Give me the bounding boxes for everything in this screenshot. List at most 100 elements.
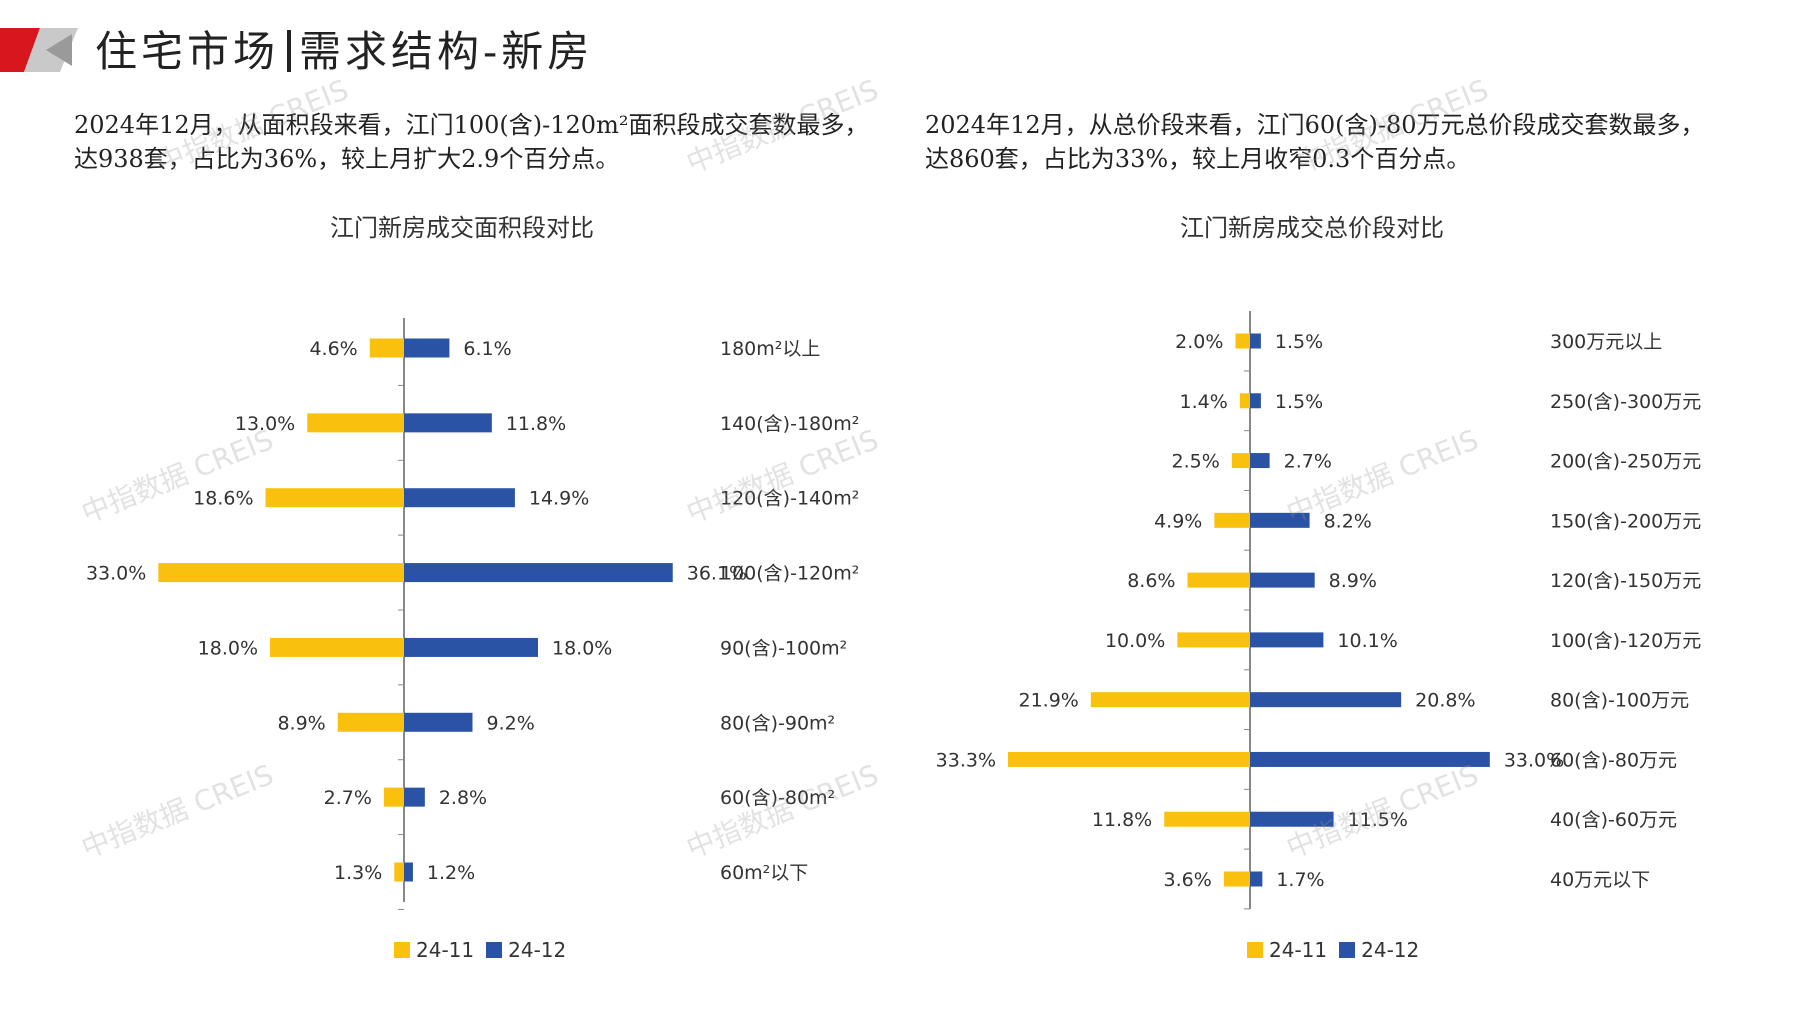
legend-label-prev: 24-11 bbox=[416, 938, 475, 962]
category-label: 100(含)-120m² bbox=[720, 563, 859, 585]
data-label-prev: 2.7% bbox=[324, 787, 372, 809]
data-label-curr: 11.5% bbox=[1348, 809, 1408, 831]
chart-area-segments: 4.6% 6.1% 180m²以上 13.0% 11.8% 140(含)-180m² 18.… bbox=[86, 318, 859, 910]
legend-label-curr: 24-12 bbox=[1361, 938, 1420, 962]
data-label-prev: 4.9% bbox=[1154, 510, 1202, 532]
data-label-curr: 33.0% bbox=[1504, 749, 1564, 771]
legend-swatch-curr bbox=[486, 942, 503, 958]
brand-logo-icon bbox=[0, 28, 78, 72]
bar-prev bbox=[369, 338, 404, 358]
category-label: 80(含)-100万元 bbox=[1550, 690, 1689, 712]
category-label: 40万元以下 bbox=[1550, 869, 1650, 891]
data-label-curr: 20.8% bbox=[1415, 690, 1475, 712]
bar-prev bbox=[383, 787, 404, 807]
summary-area: 2024年12月，从面积段来看，江门100(含)-120m²面积段成交套数最多，… bbox=[74, 111, 869, 173]
bar-prev bbox=[394, 862, 404, 882]
category-label: 120(含)-140m² bbox=[720, 488, 859, 510]
data-label-curr: 36.1% bbox=[687, 563, 747, 585]
data-label-curr: 6.1% bbox=[463, 338, 511, 360]
data-label-prev: 8.6% bbox=[1127, 570, 1175, 592]
bar-prev bbox=[1239, 393, 1250, 409]
bar-curr bbox=[404, 338, 450, 358]
data-label-prev: 2.5% bbox=[1172, 451, 1220, 473]
data-label-prev: 13.0% bbox=[235, 413, 295, 435]
legend-swatch-curr bbox=[1339, 942, 1356, 958]
data-label-prev: 1.3% bbox=[334, 862, 382, 884]
bar-prev bbox=[1177, 632, 1250, 648]
bar-prev bbox=[1008, 751, 1250, 767]
category-label: 180m²以上 bbox=[720, 338, 820, 360]
bar-curr bbox=[1250, 811, 1334, 827]
bar-curr bbox=[404, 413, 492, 433]
chart-price-segments: 2.0% 1.5% 300万元以上 1.4% 1.5% 250(含)-300万元 2.5% 2… bbox=[936, 311, 1701, 910]
page-title-sub: 需求结构-新房 bbox=[299, 27, 594, 76]
data-label-curr: 1.7% bbox=[1276, 869, 1324, 891]
bar-curr bbox=[1250, 871, 1263, 887]
bar-curr bbox=[1250, 453, 1270, 469]
bar-prev bbox=[307, 413, 404, 433]
bar-prev bbox=[1187, 572, 1250, 588]
data-label-prev: 10.0% bbox=[1105, 630, 1165, 652]
bar-prev bbox=[337, 712, 404, 732]
bar-curr bbox=[404, 637, 538, 657]
data-label-prev: 21.9% bbox=[1018, 690, 1078, 712]
data-label-prev: 33.0% bbox=[86, 563, 146, 585]
bar-prev bbox=[1164, 811, 1250, 827]
legend-label-curr: 24-12 bbox=[508, 938, 567, 962]
data-label-prev: 33.3% bbox=[936, 749, 996, 771]
category-label: 90(含)-100m² bbox=[720, 637, 847, 659]
category-label: 150(含)-200万元 bbox=[1550, 510, 1701, 532]
data-label-prev: 2.0% bbox=[1175, 331, 1223, 353]
category-label: 140(含)-180m² bbox=[720, 413, 859, 435]
page-title: 住宅市场 需求结构-新房 bbox=[95, 18, 593, 79]
data-label-prev: 11.8% bbox=[1092, 809, 1152, 831]
data-label-prev: 1.4% bbox=[1180, 391, 1228, 413]
legend-area: 24-11 24-12 bbox=[394, 938, 566, 962]
data-label-curr: 1.5% bbox=[1275, 331, 1323, 353]
data-label-curr: 18.0% bbox=[552, 637, 612, 659]
category-label: 120(含)-150万元 bbox=[1550, 570, 1701, 592]
bar-curr bbox=[404, 787, 425, 807]
title-divider bbox=[287, 30, 292, 72]
chart-title-price: 江门新房成交总价段对比 bbox=[1180, 214, 1444, 242]
bar-prev bbox=[1231, 453, 1250, 469]
legend-swatch-prev bbox=[394, 942, 410, 958]
chart-title-area: 江门新房成交面积段对比 bbox=[330, 214, 594, 242]
bar-curr bbox=[404, 563, 673, 583]
data-label-prev: 18.0% bbox=[198, 637, 258, 659]
data-label-curr: 1.2% bbox=[427, 862, 475, 884]
bar-curr bbox=[1250, 512, 1310, 528]
data-label-curr: 9.2% bbox=[486, 712, 534, 734]
legend-price: 24-11 24-12 bbox=[1247, 938, 1419, 962]
data-label-curr: 8.9% bbox=[1329, 570, 1377, 592]
bar-curr bbox=[404, 862, 413, 882]
bar-curr bbox=[1250, 751, 1490, 767]
data-label-curr: 2.7% bbox=[1284, 451, 1332, 473]
data-label-curr: 8.2% bbox=[1324, 510, 1372, 532]
page-title-main: 住宅市场 bbox=[95, 27, 280, 76]
data-label-curr: 11.8% bbox=[506, 413, 566, 435]
data-label-prev: 4.6% bbox=[309, 338, 357, 360]
category-label: 60m²以下 bbox=[720, 862, 808, 884]
bar-curr bbox=[1250, 632, 1324, 648]
bar-prev bbox=[158, 563, 404, 583]
data-label-prev: 18.6% bbox=[193, 488, 253, 510]
bar-curr bbox=[1250, 692, 1402, 708]
bar-curr bbox=[404, 488, 515, 508]
bar-prev bbox=[1214, 512, 1250, 528]
category-label: 200(含)-250万元 bbox=[1550, 451, 1701, 473]
legend-swatch-prev bbox=[1247, 942, 1263, 958]
data-label-curr: 10.1% bbox=[1337, 630, 1397, 652]
category-label: 40(含)-60万元 bbox=[1550, 809, 1677, 831]
bar-prev bbox=[1090, 692, 1250, 708]
data-label-prev: 8.9% bbox=[277, 712, 325, 734]
data-label-curr: 1.5% bbox=[1275, 391, 1323, 413]
bar-curr bbox=[1250, 393, 1261, 409]
legend-label-prev: 24-11 bbox=[1269, 938, 1328, 962]
bar-curr bbox=[1250, 333, 1261, 349]
summary-price: 2024年12月，从总价段来看，江门60(含)-80万元总价段成交套数最多，达8… bbox=[925, 111, 1705, 173]
bar-prev bbox=[1235, 333, 1250, 349]
bar-prev bbox=[270, 637, 404, 657]
category-label: 60(含)-80万元 bbox=[1550, 749, 1677, 771]
data-label-curr: 14.9% bbox=[529, 488, 589, 510]
